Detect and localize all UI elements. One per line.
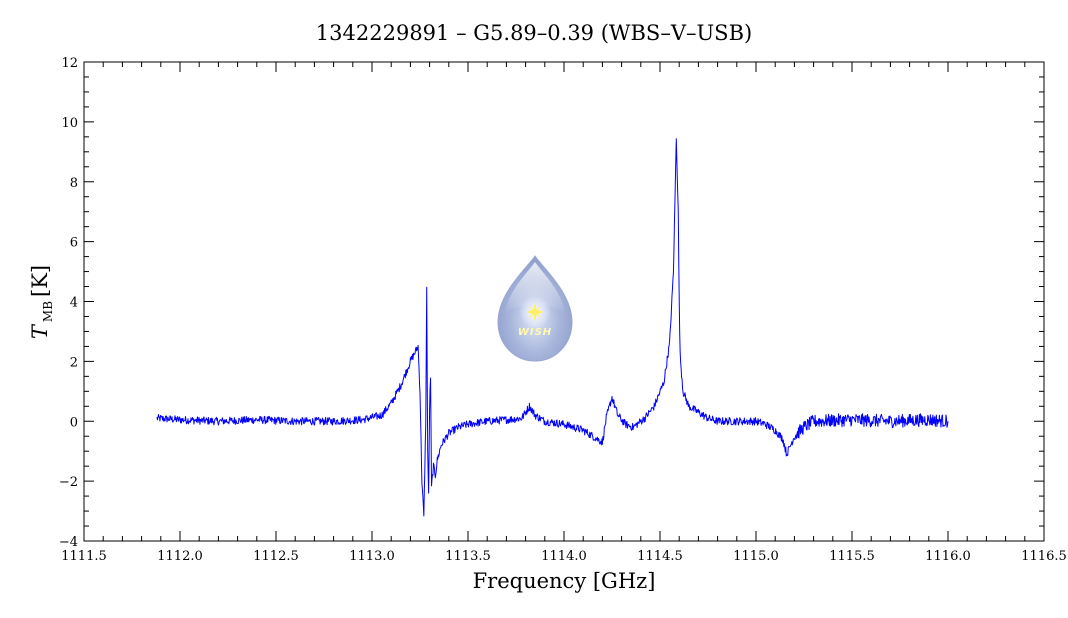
y-tick-labels: −4 −2 0 2 4 6 8 10 12 (59, 56, 78, 550)
x-tick-label: 1111.5 (61, 549, 107, 564)
y-axis-label-unit: [K] (28, 265, 52, 297)
x-tick-label: 1115.5 (829, 549, 875, 564)
y-tick-label: 2 (70, 355, 78, 370)
chart-title: 1342229891 – G5.89–0.39 (WBS–V–USB) (316, 21, 752, 45)
x-tick-label: 1116.0 (925, 549, 971, 564)
y-axis-label: TMB [K] (28, 265, 55, 339)
y-tick-label: −2 (59, 475, 78, 490)
logo-text: WISH (518, 327, 552, 338)
plot-frame (83, 61, 1045, 542)
y-tick-label: 0 (70, 415, 78, 430)
x-axis-label: Frequency [GHz] (473, 569, 656, 593)
y-tick-label: 6 (70, 236, 78, 251)
x-tick-label: 1114.5 (637, 549, 683, 564)
x-tick-label: 1114.0 (541, 549, 587, 564)
drop-highlight (505, 262, 565, 314)
x-tick-label: 1116.5 (1021, 549, 1067, 564)
star-icon-diagonal (529, 306, 541, 318)
y-axis-label-main: T (28, 323, 52, 339)
x-tick-label: 1112.0 (157, 549, 203, 564)
y-tick-label: 10 (61, 116, 78, 131)
x-tick-label: 1113.5 (445, 549, 491, 564)
x-tick-label: 1112.5 (253, 549, 299, 564)
x-tick-label: 1113.0 (349, 549, 395, 564)
x-tick-labels: 1111.5 1112.0 1112.5 1113.0 1113.5 1114.0 1114… (61, 549, 1067, 564)
y-axis-label-sub: MB (41, 301, 55, 322)
y-tick-label: 12 (61, 56, 78, 71)
series-line-0 (156, 138, 949, 517)
wish-logo: WISH (497, 255, 573, 362)
y-tick-label: 4 (70, 296, 78, 311)
series-layer (156, 138, 949, 517)
y-tick-label: −4 (59, 535, 78, 550)
x-tick-label: 1115.0 (733, 549, 779, 564)
y-tick-label: 8 (70, 176, 78, 191)
